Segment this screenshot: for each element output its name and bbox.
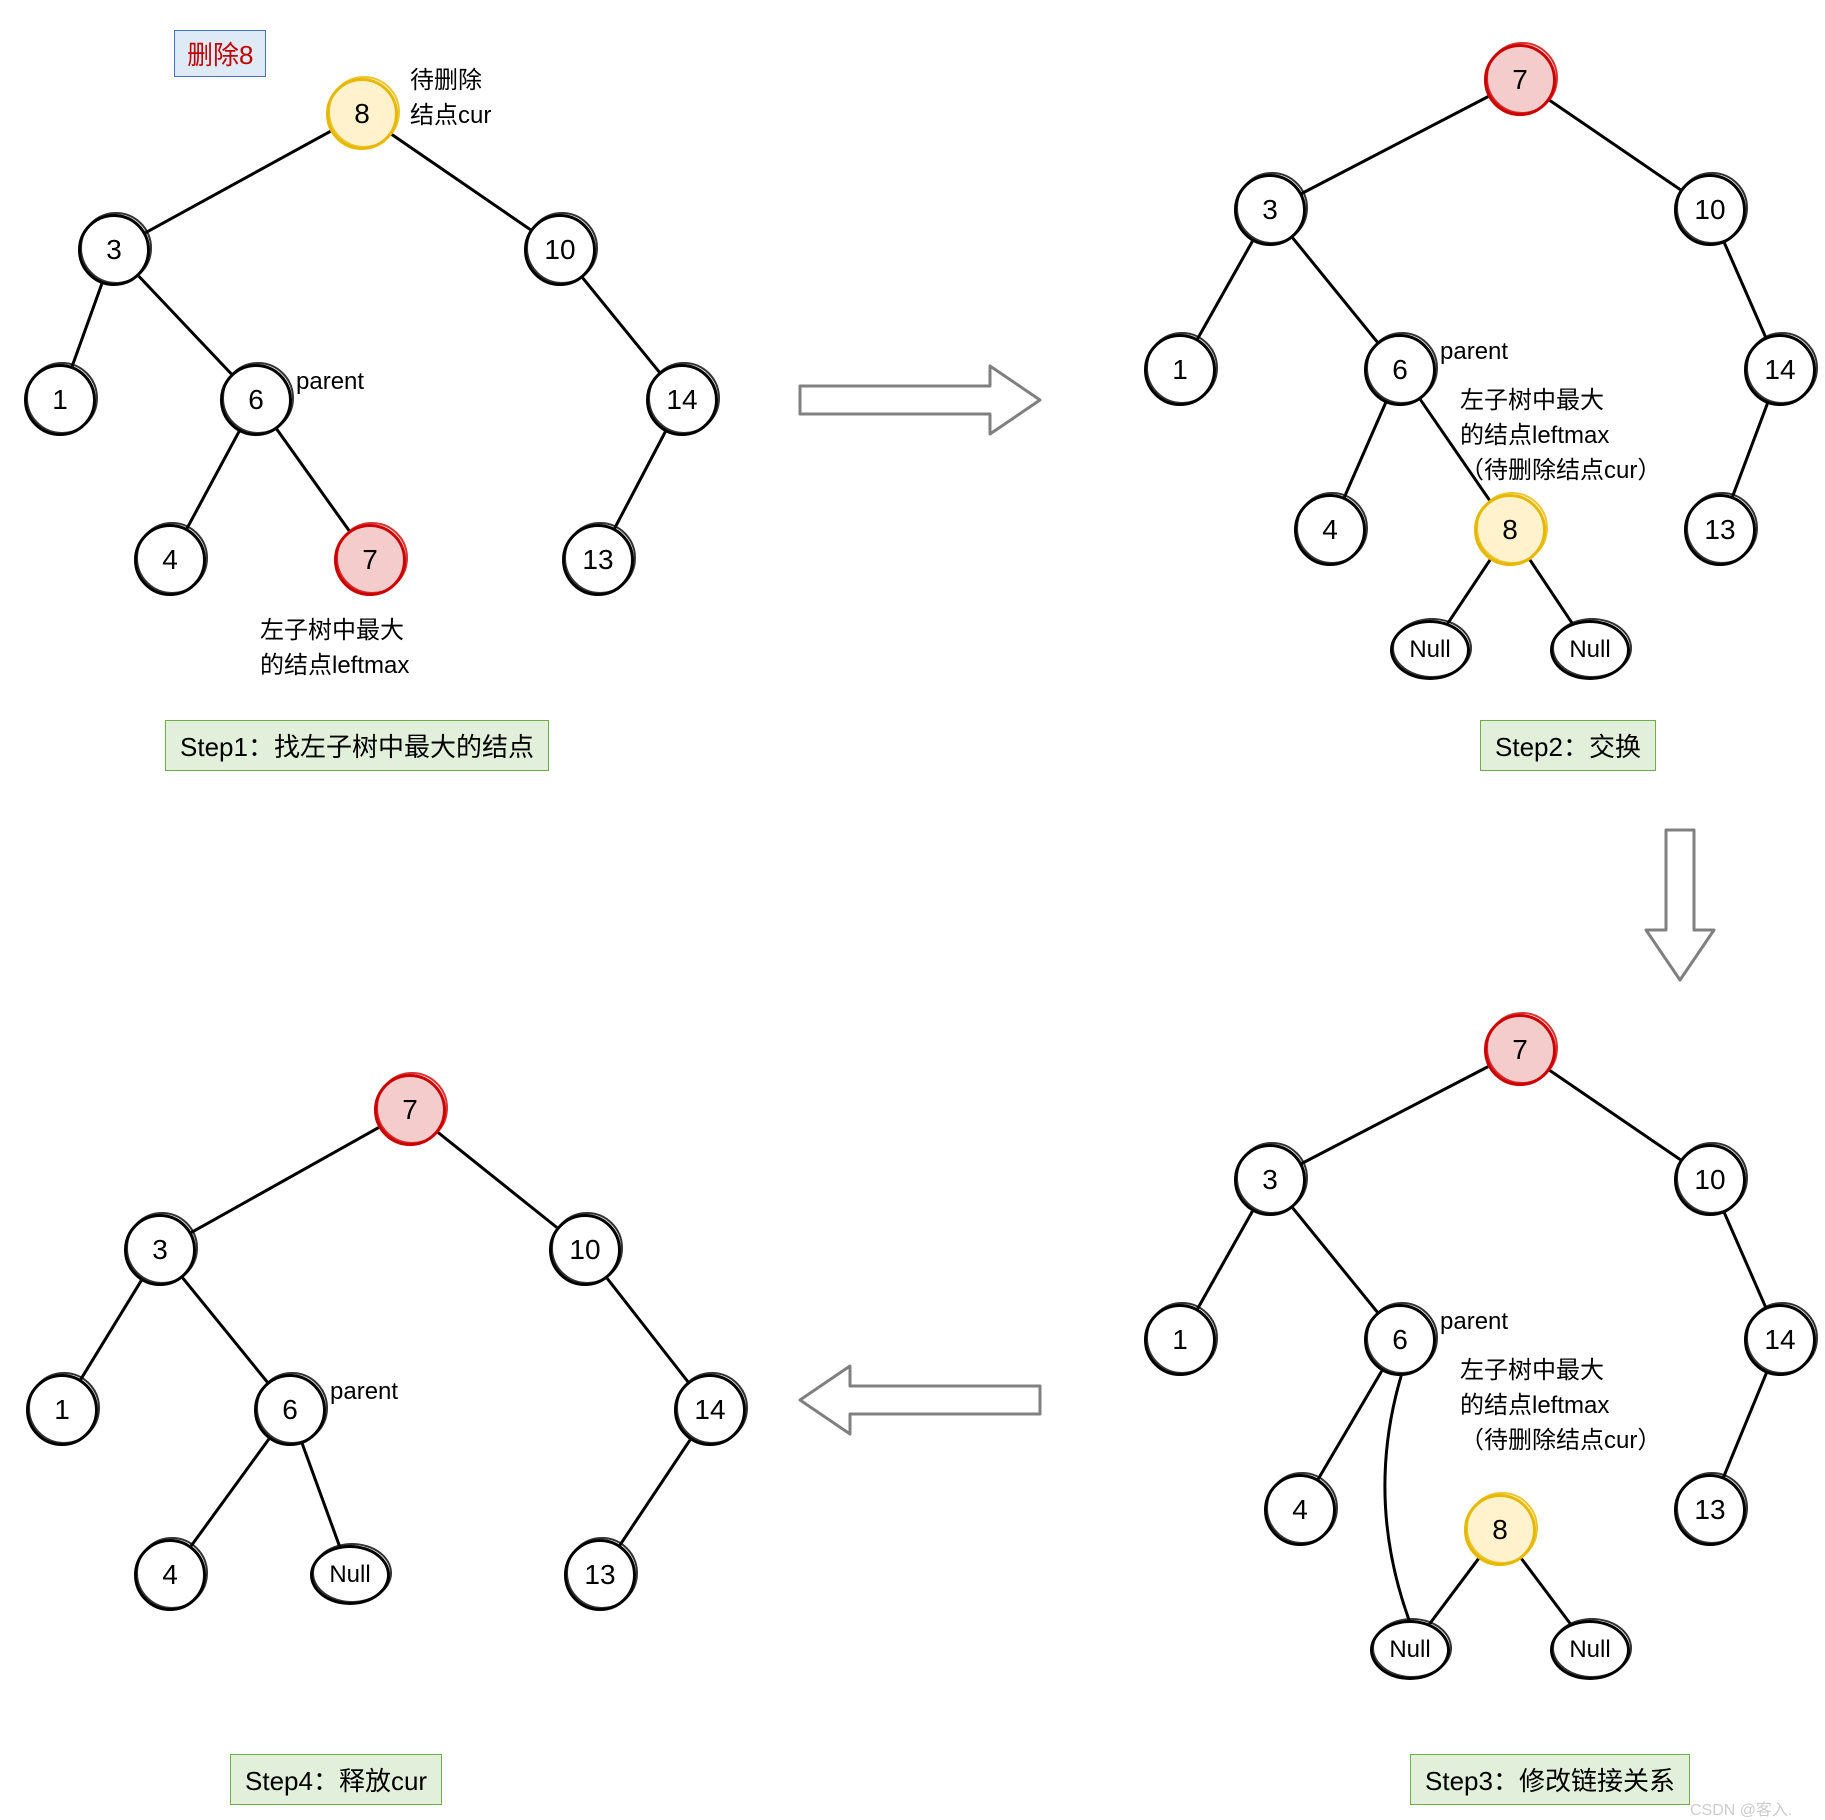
node-label: 3 [152,1234,168,1266]
node-label: 3 [106,234,122,266]
tree-node: 3 [78,214,150,286]
node-label: 10 [1694,1164,1725,1196]
tree-node: 10 [549,1214,621,1286]
node-label: 8 [1502,514,1518,546]
tree-node: Null [310,1545,390,1605]
tree-node: 13 [564,1539,636,1611]
tree-node: 8 [1474,494,1546,566]
step-label: Step3：修改链接关系 [1410,1754,1690,1805]
node-label: 13 [584,1559,615,1591]
node-label: 3 [1262,1164,1278,1196]
node-label: 4 [1322,514,1338,546]
node-label: 4 [162,544,178,576]
step-label: Step1：找左子树中最大的结点 [165,720,549,771]
tree-node: 13 [1684,494,1756,566]
node-label: 6 [1392,1324,1408,1356]
node-label: 13 [582,544,613,576]
flow-arrow [800,1366,1040,1434]
tree-node: 7 [374,1074,446,1146]
flow-arrow [800,366,1040,434]
node-label: 7 [1512,1034,1528,1066]
tree-node: 13 [562,524,634,596]
tree-node: 6 [1364,334,1436,406]
node-label: 10 [1694,194,1725,226]
tree-node: 14 [1744,334,1816,406]
tree-node: 10 [1674,174,1746,246]
tree-node: 1 [26,1374,98,1446]
node-label: 1 [52,384,68,416]
node-label: Null [329,1561,370,1589]
tree-node: Null [1370,1620,1450,1680]
annotation-label: 左子树中最大 的结点leftmax （待删除结点cur） [1460,380,1661,485]
node-label: 3 [1262,194,1278,226]
tree-node: 7 [334,524,406,596]
tree-node: 13 [1674,1474,1746,1546]
annotation-label: 左子树中最大 的结点leftmax [260,610,409,680]
tree-node: 6 [220,364,292,436]
step-label: Step4：释放cur [230,1754,442,1805]
tree-node: Null [1550,620,1630,680]
annotation-label: parent [330,1378,398,1406]
tree-node: 10 [1674,1144,1746,1216]
tree-node: 1 [24,364,96,436]
tree-node: 4 [1264,1474,1336,1546]
node-label: 13 [1704,514,1735,546]
tree-node: 10 [524,214,596,286]
tree-node: 7 [1484,1014,1556,1086]
node-label: 1 [1172,354,1188,386]
node-label: 8 [1492,1514,1508,1546]
tree-node: 6 [1364,1304,1436,1376]
node-label: Null [1569,636,1610,664]
node-label: 14 [666,384,697,416]
annotation-label: parent [296,368,364,396]
tree-node: 3 [1234,174,1306,246]
tree-node: Null [1390,620,1470,680]
node-label: 7 [362,544,378,576]
node-label: 8 [354,98,370,130]
tree-node: 7 [1484,44,1556,116]
node-label: 7 [1512,64,1528,96]
node-label: 1 [54,1394,70,1426]
tree-node: 1 [1144,334,1216,406]
node-label: 10 [544,234,575,266]
node-label: Null [1409,636,1450,664]
flow-arrow [1646,830,1714,980]
step-label: Step2：交换 [1480,720,1656,771]
tree-node: 14 [1744,1304,1816,1376]
tree-node: 14 [646,364,718,436]
annotation-label: 待删除 结点cur [410,60,491,130]
tree-node: 8 [326,78,398,150]
node-label: 6 [248,384,264,416]
node-label: 10 [569,1234,600,1266]
tree-node: 8 [1464,1494,1536,1566]
node-label: 6 [1392,354,1408,386]
node-label: Null [1389,1636,1430,1664]
tree-node: 1 [1144,1304,1216,1376]
watermark: CSDN @客入. [1690,1796,1792,1820]
node-label: 4 [162,1559,178,1591]
node-label: 6 [282,1394,298,1426]
tree-node: 4 [134,1539,206,1611]
annotation-label: parent [1440,338,1508,366]
node-label: Null [1569,1636,1610,1664]
tree-node: 4 [1294,494,1366,566]
node-label: 4 [1292,1494,1308,1526]
tree-node: 3 [124,1214,196,1286]
tree-node: 14 [674,1374,746,1446]
tree-node: 4 [134,524,206,596]
node-label: 7 [402,1094,418,1126]
diagram-title: 删除8 [174,30,266,77]
node-label: 14 [1764,354,1795,386]
annotation-label: parent [1440,1308,1508,1336]
node-label: 14 [1764,1324,1795,1356]
node-label: 13 [1694,1494,1725,1526]
tree-node: Null [1550,1620,1630,1680]
tree-node: 6 [254,1374,326,1446]
node-label: 14 [694,1394,725,1426]
tree-node: 3 [1234,1144,1306,1216]
annotation-label: 左子树中最大 的结点leftmax （待删除结点cur） [1460,1350,1661,1455]
node-label: 1 [1172,1324,1188,1356]
